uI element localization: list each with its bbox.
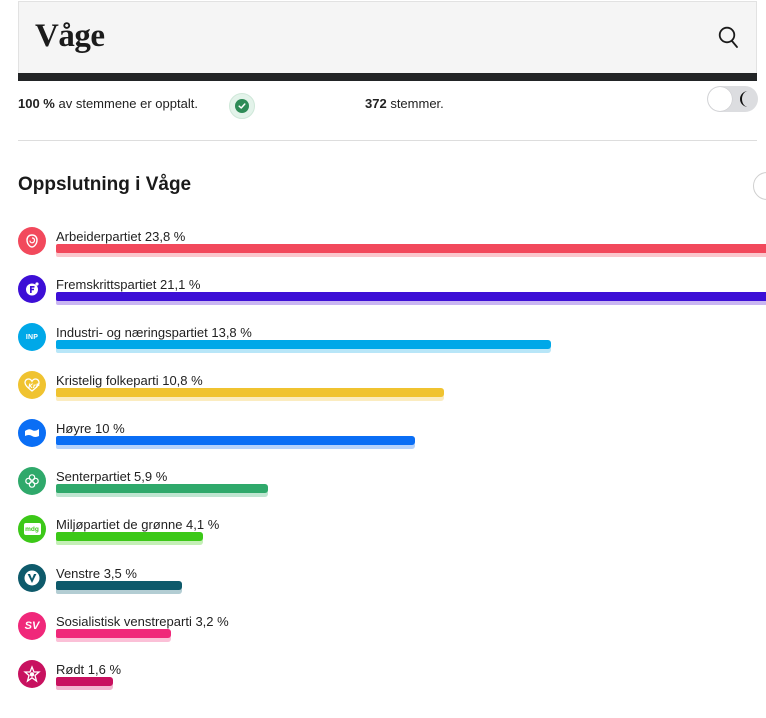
party-label: Rødt 1,6 % — [56, 662, 122, 677]
party-logo-icon — [18, 467, 46, 495]
bar-fill — [56, 532, 203, 541]
chart-row: Fremskrittspartiet 21,1 % — [0, 275, 766, 323]
party-logo-icon — [18, 564, 46, 592]
moon-icon — [738, 90, 752, 108]
party-logo-icon: INP — [18, 323, 46, 351]
chart-row: Senterpartiet 5,9 % — [0, 467, 766, 515]
header-accent-bar — [18, 73, 757, 81]
bar-fill — [56, 340, 551, 349]
chart-row: KrF Kristelig folkeparti 10,8 % — [0, 371, 766, 419]
party-logo-icon — [18, 275, 46, 303]
chart-row: Arbeiderpartiet 23,8 % — [0, 227, 766, 275]
page-title: Våge — [35, 18, 105, 54]
party-logo-icon: mdg — [18, 515, 46, 543]
vote-count: 372 stemmer. — [365, 96, 444, 111]
party-bar — [56, 436, 415, 450]
chart-row: INP Industri- og næringspartiet 13,8 % — [0, 323, 766, 371]
party-logo-icon — [18, 660, 46, 688]
party-label: Venstre 3,5 % — [56, 566, 137, 581]
party-bar — [56, 388, 444, 402]
chart-row: mdg Miljøpartiet de grønne 4,1 % — [0, 515, 766, 563]
search-icon[interactable] — [718, 26, 740, 50]
bar-fill — [56, 484, 268, 493]
party-logo-icon — [18, 419, 46, 447]
chart-row: Rødt 1,6 % — [0, 660, 766, 708]
bar-shadow — [56, 489, 268, 497]
vote-count-text: stemmer. — [386, 96, 444, 111]
party-label: Fremskrittspartiet 21,1 % — [56, 277, 201, 292]
party-bar — [56, 340, 551, 354]
party-label: Industri- og næringspartiet 13,8 % — [56, 325, 252, 340]
party-logo-icon: KrF — [18, 371, 46, 399]
party-logo-icon — [18, 227, 46, 255]
party-bar — [56, 532, 203, 546]
toggle-knob — [708, 87, 732, 111]
bar-fill — [56, 436, 415, 445]
bar-fill — [56, 292, 766, 301]
section-heading: Oppslutning i Våge — [18, 174, 192, 195]
bar-shadow — [56, 249, 766, 257]
bar-shadow — [56, 537, 203, 545]
bar-shadow — [56, 297, 766, 305]
party-bar — [56, 581, 182, 595]
vote-count-value: 372 — [365, 96, 387, 111]
party-label: Senterpartiet 5,9 % — [56, 469, 168, 484]
party-bar — [56, 677, 113, 691]
party-label: Kristelig folkeparti 10,8 % — [56, 373, 203, 388]
bar-shadow — [56, 441, 415, 449]
bar-shadow — [56, 345, 551, 353]
svg-text:KrF: KrF — [28, 383, 41, 390]
party-bar — [56, 244, 766, 258]
bar-shadow — [56, 634, 171, 642]
chart-row: Høyre 10 % — [0, 419, 766, 467]
counted-text: av stemmene er opptalt. — [54, 96, 198, 111]
bar-shadow — [56, 682, 113, 690]
dark-mode-toggle[interactable] — [707, 86, 758, 112]
check-circle-icon — [229, 93, 255, 119]
counted-percent: 100 % — [18, 96, 55, 111]
party-label: Miljøpartiet de grønne 4,1 % — [56, 517, 220, 532]
party-label: Sosialistisk venstreparti 3,2 % — [56, 614, 229, 629]
party-logo-icon: SV — [18, 612, 46, 640]
info-button[interactable] — [753, 172, 766, 200]
chart-row: Venstre 3,5 % — [0, 564, 766, 612]
bar-fill — [56, 244, 766, 253]
bar-fill — [56, 629, 171, 638]
bar-shadow — [56, 586, 182, 594]
bar-fill — [56, 677, 113, 686]
party-bar — [56, 484, 268, 498]
party-label: Arbeiderpartiet 23,8 % — [56, 229, 186, 244]
bar-fill — [56, 388, 444, 397]
party-bar — [56, 292, 766, 306]
party-bar — [56, 629, 171, 643]
party-label: Høyre 10 % — [56, 421, 125, 436]
bar-fill — [56, 581, 182, 590]
chart-row: SV Sosialistisk venstreparti 3,2 % — [0, 612, 766, 660]
counted-status: 100 % av stemmene er opptalt. — [18, 96, 198, 111]
municipality-header: Våge — [18, 1, 757, 81]
section-divider — [18, 140, 757, 141]
bar-shadow — [56, 393, 444, 401]
